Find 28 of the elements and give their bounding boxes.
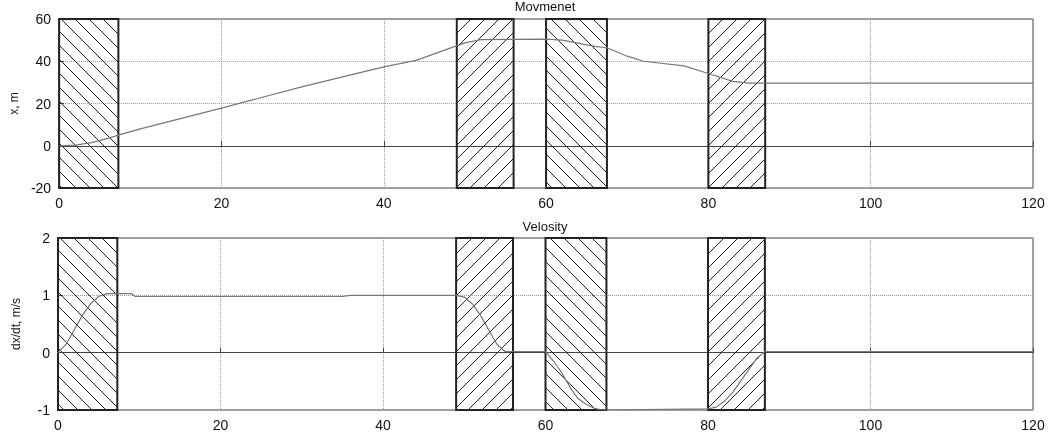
x-tick-label: 100 <box>859 195 883 211</box>
x-tick-label: 120 <box>1021 417 1045 433</box>
y-tick-label: 0 <box>43 137 52 154</box>
line-series <box>58 38 1034 147</box>
y-tick-label: 2 <box>42 230 51 246</box>
x-tick-label: 60 <box>538 195 555 211</box>
x-tick-label: 0 <box>54 417 63 433</box>
y-axis-title: dx/dt, m/s <box>9 297 23 351</box>
y-tick-label: 0 <box>42 344 51 361</box>
x-tick-label: 120 <box>1021 195 1045 211</box>
x-tick-label: 100 <box>858 417 883 433</box>
y-tick-label: 60 <box>35 11 52 27</box>
chart-title: Velosity <box>522 219 568 234</box>
y-tick-label: 20 <box>35 95 52 112</box>
y-tick-label: -1 <box>37 402 51 418</box>
x-tick-label: 40 <box>375 417 391 433</box>
x-tick-label: 40 <box>375 195 392 211</box>
x-tick-label: 20 <box>212 417 229 433</box>
x-tick-label: 80 <box>700 417 716 433</box>
chart-title: Movmenet <box>514 0 576 14</box>
y-axis-title: x, m <box>7 92 21 115</box>
y-tick-label: 1 <box>42 287 51 304</box>
y-tick-label: -20 <box>30 180 52 196</box>
x-tick-label: 20 <box>213 195 230 211</box>
x-tick-label: 60 <box>537 417 554 433</box>
y-tick-label: 40 <box>35 53 52 70</box>
x-tick-label: 80 <box>700 195 717 211</box>
x-tick-label: 0 <box>55 195 64 211</box>
